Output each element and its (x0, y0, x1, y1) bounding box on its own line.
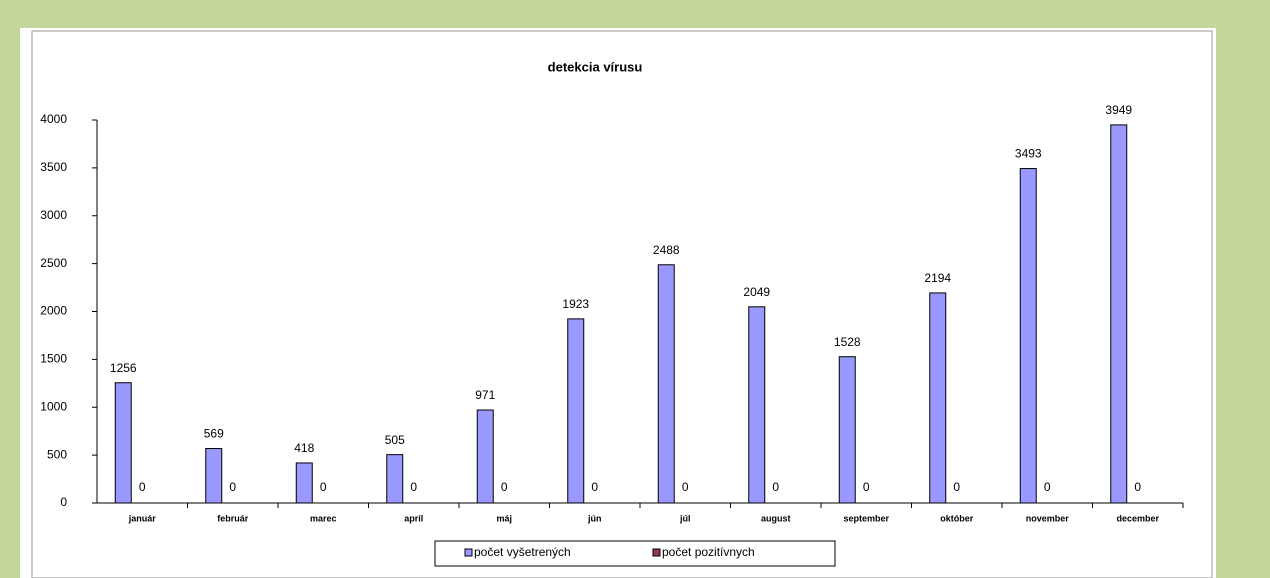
data-label: 0 (1044, 480, 1051, 494)
data-label: 2194 (924, 271, 951, 285)
y-tick-label: 3500 (40, 160, 67, 174)
y-tick-label: 2500 (40, 256, 67, 270)
data-label: 971 (475, 388, 495, 402)
x-tick-label: august (761, 513, 791, 523)
y-tick-label: 1500 (40, 352, 67, 366)
data-label: 0 (229, 480, 236, 494)
x-tick-label: marec (310, 513, 337, 523)
legend-swatch (464, 548, 473, 557)
chart-border (31, 30, 1213, 578)
bar (205, 448, 223, 504)
data-label: 0 (139, 480, 146, 494)
bar (1019, 168, 1037, 504)
data-label: 1256 (110, 361, 137, 375)
x-tick-label: november (1026, 513, 1070, 523)
data-label: 2488 (653, 243, 680, 257)
x-tick-label: apríl (404, 513, 423, 523)
y-tick-label: 2000 (40, 304, 67, 318)
data-label: 2049 (743, 285, 770, 299)
y-tick-label: 1000 (40, 399, 67, 413)
legend-label: počet vyšetrených (474, 545, 571, 559)
bar (476, 409, 494, 504)
y-tick-label: 3000 (40, 208, 67, 222)
legend-label: počet pozitívnych (662, 545, 755, 559)
bar (657, 264, 675, 504)
bar (929, 292, 947, 504)
legend-box (434, 540, 836, 567)
chart-title: detekcia vírusu (548, 59, 643, 74)
data-label: 569 (204, 427, 224, 441)
bar (295, 462, 313, 504)
data-label: 0 (1134, 480, 1141, 494)
bar (114, 382, 132, 504)
x-tick-label: júl (679, 513, 691, 523)
data-label: 1528 (834, 335, 861, 349)
bar (838, 356, 856, 504)
y-tick-label: 4000 (40, 112, 67, 126)
data-label: 0 (863, 480, 870, 494)
x-tick-label: september (843, 513, 889, 523)
data-label: 3949 (1105, 103, 1132, 117)
y-tick-label: 0 (60, 495, 67, 509)
data-label: 0 (320, 480, 327, 494)
x-tick-label: máj (496, 513, 512, 523)
data-label: 0 (410, 480, 417, 494)
data-label: 0 (591, 480, 598, 494)
data-label: 505 (385, 433, 405, 447)
bar (567, 318, 585, 504)
x-tick-label: február (217, 513, 249, 523)
x-tick-label: október (940, 513, 974, 523)
x-tick-label: január (128, 513, 157, 523)
x-tick-label: jún (587, 513, 602, 523)
x-tick-label: december (1116, 513, 1159, 523)
data-label: 0 (682, 480, 689, 494)
data-label: 0 (501, 480, 508, 494)
bar (386, 454, 404, 504)
data-label: 418 (294, 441, 314, 455)
data-label: 3493 (1015, 147, 1042, 161)
data-label: 0 (772, 480, 779, 494)
bar (748, 306, 766, 504)
legend-swatch (652, 548, 661, 557)
data-label: 1923 (562, 297, 589, 311)
data-label: 0 (953, 480, 960, 494)
bar (1110, 124, 1128, 504)
y-tick-label: 500 (47, 447, 67, 461)
